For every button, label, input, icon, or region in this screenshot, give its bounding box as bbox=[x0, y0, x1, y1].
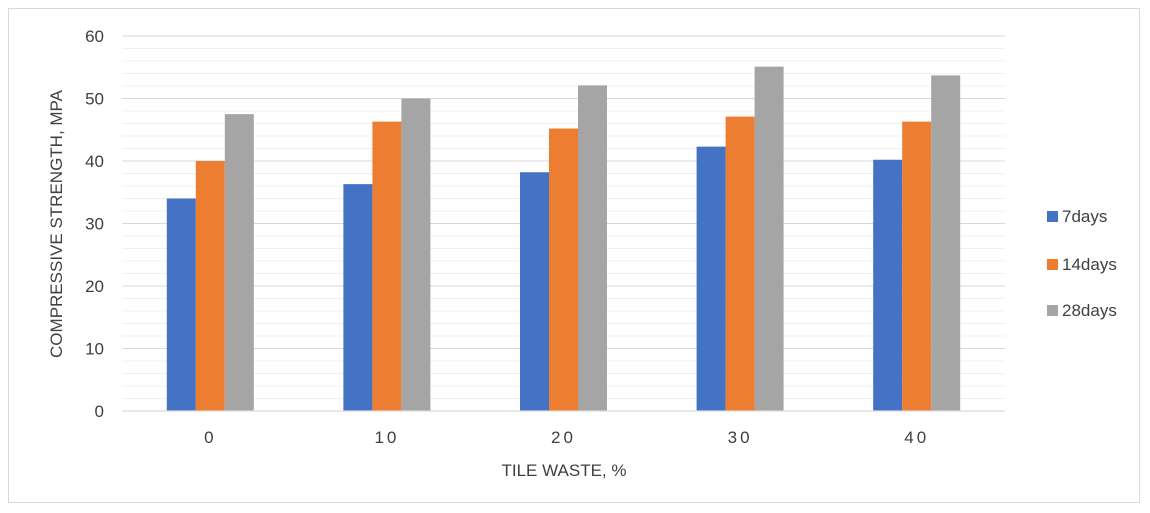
legend-swatch bbox=[1047, 211, 1058, 222]
legend: 7days 14days 28days bbox=[1047, 207, 1117, 320]
x-axis-title: TILE WASTE, % bbox=[501, 461, 626, 480]
bar-28days-40 bbox=[931, 75, 961, 411]
x-tick-label: 30 bbox=[728, 428, 753, 447]
bar-14days-40 bbox=[902, 121, 932, 411]
legend-item-14days: 14days bbox=[1047, 255, 1117, 274]
bars bbox=[166, 66, 961, 411]
bar-28days-10 bbox=[401, 98, 431, 411]
legend-label: 14days bbox=[1062, 255, 1117, 274]
bar-14days-20 bbox=[549, 128, 578, 411]
legend-item-7days: 7days bbox=[1047, 207, 1107, 226]
x-tick-label: 0 bbox=[204, 428, 216, 447]
bar-28days-30 bbox=[754, 66, 784, 411]
legend-label: 7days bbox=[1062, 207, 1107, 226]
y-tick-label: 60 bbox=[85, 27, 104, 46]
x-tick-label: 10 bbox=[374, 428, 399, 447]
x-tick-labels: 0 10 20 30 40 bbox=[204, 428, 929, 447]
legend-swatch bbox=[1047, 305, 1058, 316]
bar-7days-10 bbox=[343, 184, 373, 411]
y-tick-label: 50 bbox=[85, 90, 104, 109]
y-tick-label: 10 bbox=[85, 340, 104, 359]
bar-14days-30 bbox=[725, 116, 755, 411]
legend-label: 28days bbox=[1062, 301, 1117, 320]
bar-28days-20 bbox=[578, 85, 607, 411]
y-tick-label: 40 bbox=[85, 152, 104, 171]
legend-swatch bbox=[1047, 259, 1058, 270]
bar-7days-40 bbox=[873, 159, 903, 411]
bar-14days-10 bbox=[372, 121, 402, 411]
y-axis-title: COMPRESSIVE STRENGTH, MPA bbox=[47, 89, 66, 358]
y-tick-label: 30 bbox=[85, 215, 104, 234]
x-tick-label: 20 bbox=[551, 428, 576, 447]
bar-7days-30 bbox=[696, 146, 726, 411]
legend-item-28days: 28days bbox=[1047, 301, 1117, 320]
y-tick-label: 0 bbox=[95, 402, 104, 421]
x-tick-label: 40 bbox=[904, 428, 929, 447]
bar-7days-20 bbox=[520, 172, 549, 411]
y-tick-label: 20 bbox=[85, 277, 104, 296]
y-tick-labels: 0 10 20 30 40 50 60 bbox=[85, 27, 104, 421]
bar-28days-0 bbox=[224, 114, 254, 411]
bar-7days-0 bbox=[166, 198, 196, 411]
bar-14days-0 bbox=[195, 161, 225, 411]
